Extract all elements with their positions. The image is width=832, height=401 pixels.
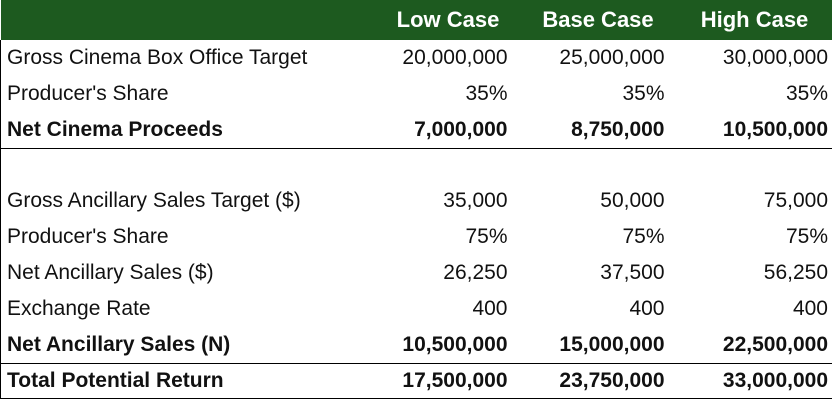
base-value: 23,750,000 (519, 363, 677, 399)
high-value: 22,500,000 (676, 327, 832, 364)
row-label: Gross Ancillary Sales Target ($) (0, 183, 377, 219)
row-total-potential-return: Total Potential Return 17,500,000 23,750… (0, 363, 832, 399)
row-net-ancillary-sales-usd: Net Ancillary Sales ($) 26,250 37,500 56… (0, 255, 832, 291)
row-label: Producer's Share (0, 76, 377, 112)
row-label: Exchange Rate (0, 291, 377, 327)
row-net-cinema-proceeds: Net Cinema Proceeds 7,000,000 8,750,000 … (0, 112, 832, 149)
row-gross-ancillary-sales: Gross Ancillary Sales Target ($) 35,000 … (0, 183, 832, 219)
base-value: 50,000 (600, 189, 665, 212)
low-value: 35% (465, 82, 508, 105)
high-value: 75,000 (676, 183, 832, 219)
base-value: 25,000,000 (559, 46, 665, 69)
high-value: 10,500,000 (676, 112, 832, 149)
row-producer-share-cinema: Producer's Share 35% 35% 35% (0, 76, 832, 112)
low-value: 20,000,000 (402, 46, 508, 69)
high-value: 400 (676, 291, 832, 327)
row-label: Gross Cinema Box Office Target (0, 40, 377, 76)
base-value: 35% (622, 82, 665, 105)
base-value: 37,500 (600, 261, 665, 284)
row-label: Net Cinema Proceeds (0, 112, 377, 149)
high-value: 33,000,000 (676, 363, 832, 399)
high-value: 75% (676, 219, 832, 255)
low-value: 7,000,000 (376, 112, 520, 149)
row-net-ancillary-sales-naira: Net Ancillary Sales (N) 10,500,000 15,00… (0, 327, 832, 364)
row-exchange-rate: Exchange Rate 400 400 400 (0, 291, 832, 327)
row-label: Net Ancillary Sales (N) (0, 327, 377, 364)
spacer-cell (676, 148, 832, 183)
header-row: Low Case Base Case High Case (0, 0, 832, 40)
row-producer-share-ancillary: Producer's Share 75% 75% 75% (0, 219, 832, 255)
base-value: 75% (622, 225, 665, 248)
high-value: 30,000,000 (676, 40, 832, 76)
header-blank-cell (0, 0, 377, 40)
header-low-case: Low Case (376, 0, 520, 40)
low-value: 26,250 (443, 261, 508, 284)
low-value: 75% (465, 225, 508, 248)
header-high-case: High Case (676, 0, 832, 40)
row-gross-cinema-box-office: Gross Cinema Box Office Target 20,000,00… (0, 40, 832, 76)
spacer-cell (377, 149, 520, 184)
low-value: 10,500,000 (402, 333, 508, 356)
low-value: 35,000 (443, 189, 508, 212)
spacer-cell (520, 149, 677, 184)
row-label: Net Ancillary Sales ($) (0, 255, 377, 291)
header-base-case: Base Case (519, 0, 677, 40)
row-label: Total Potential Return (0, 363, 377, 399)
high-value: 35% (676, 76, 832, 112)
base-value: 400 (629, 297, 665, 320)
spacer-cell (0, 148, 377, 183)
low-value: 17,500,000 (376, 363, 520, 399)
high-value: 56,250 (676, 255, 832, 291)
base-value: 15,000,000 (559, 333, 665, 356)
low-value: 400 (472, 297, 508, 320)
row-label: Producer's Share (0, 219, 377, 255)
spacer-row (0, 148, 832, 184)
base-value: 8,750,000 (519, 112, 677, 149)
